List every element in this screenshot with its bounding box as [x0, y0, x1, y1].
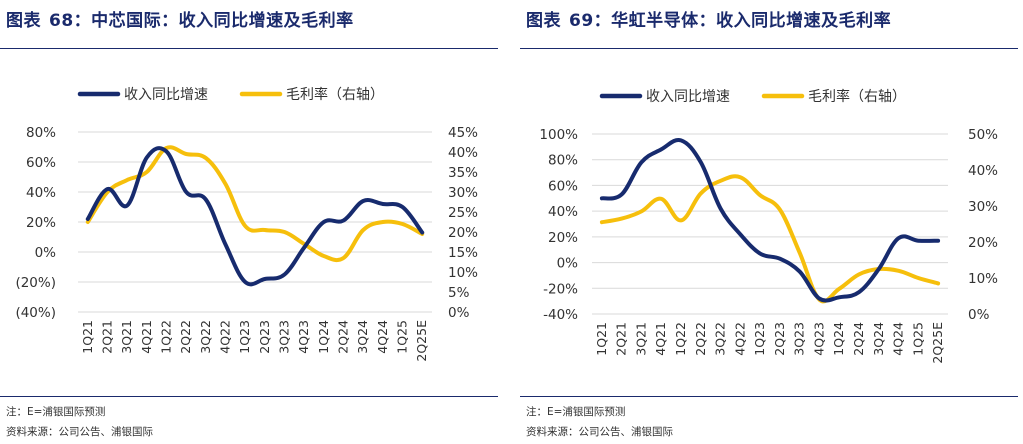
series-line-revenue-growth: [85, 146, 425, 287]
y-right-tick-label: 35%: [448, 165, 478, 181]
x-tick-label: 2Q25E: [930, 322, 945, 364]
y-left-tick-label: -20%: [543, 281, 578, 297]
right-chart-panel: 图表 69：华虹半导体：收入同比增速及毛利率 100% 80% 60% 40% 20% 0%…: [520, 0, 1020, 444]
right-source: 资料来源：公司公告、浦银国际: [526, 426, 673, 438]
y-left-tick-label: 60%: [548, 178, 578, 194]
x-tick-label: 2Q22: [178, 320, 193, 354]
right-title-prefix: 图表: [526, 11, 561, 31]
left-title-text: ：中芯国际：收入同比增速及毛利率: [73, 11, 354, 31]
x-tick-label: 1Q23: [752, 322, 767, 356]
left-chart-panel: 图表 68：中芯国际：收入同比增速及毛利率 80% 60% 40% 20% 0% (20%)…: [0, 0, 500, 444]
x-tick-label: 1Q23: [237, 320, 252, 354]
x-tick-label: 3Q23: [277, 320, 292, 354]
x-tick-label: 3Q23: [792, 322, 807, 356]
left-line-chart: 80% 60% 40% 20% 0% (20%) (40%) 45% 40% 35% 30% 25% 2…: [15, 86, 478, 362]
x-tick-label: 1Q21: [80, 320, 95, 354]
y-right-tick-label: 40%: [448, 145, 478, 161]
x-tick-label: 4Q22: [218, 320, 233, 354]
y-left-tick-label: 20%: [26, 215, 56, 231]
x-tick-label: 1Q25: [395, 320, 410, 354]
y-right-tick-label: 25%: [448, 205, 478, 221]
x-tick-label: 2Q24: [851, 322, 866, 356]
x-tick-label: 4Q24: [375, 320, 390, 354]
right-title-rule: [520, 48, 1018, 49]
right-title-number: 69: [569, 11, 594, 31]
left-footer-rule: [0, 396, 498, 397]
x-tick-label: 2Q21: [614, 322, 629, 356]
x-tick-label: 1Q21: [594, 322, 609, 356]
y-left-tick-label: 0%: [35, 245, 57, 261]
left-chart-title: 图表 68：中芯国际：收入同比增速及毛利率: [6, 6, 354, 31]
x-tick-label: 2Q23: [257, 320, 272, 354]
y-right-tick-label: 0%: [968, 307, 990, 323]
y-left-tick-label: 100%: [539, 127, 578, 143]
right-note: 注：E=浦银国际预测: [526, 406, 626, 418]
x-tick-label: 1Q24: [831, 322, 846, 356]
x-tick-label: 3Q21: [633, 322, 648, 356]
y-left-tick-label: 40%: [548, 204, 578, 220]
y-right-tick-label: 10%: [448, 265, 478, 281]
y-right-tick-label: 0%: [448, 305, 470, 321]
y-right-tick-label: 45%: [448, 125, 478, 141]
legend-label-margin: 毛利率（右轴）: [286, 86, 384, 103]
y-right-tick-label: 5%: [448, 285, 470, 301]
y-left-tick-label: 60%: [26, 155, 56, 171]
right-title-text: ：华虹半导体：收入同比增速及毛利率: [593, 11, 892, 31]
y-right-tick-label: 20%: [448, 225, 478, 241]
y-left-tick-label: 80%: [26, 125, 56, 141]
x-tick-label: 2Q23: [772, 322, 787, 356]
x-tick-label: 4Q24: [891, 322, 906, 356]
x-tick-label: 3Q22: [713, 322, 728, 356]
x-tick-label: 3Q22: [198, 320, 213, 354]
y-left-tick-label: (20%): [15, 275, 56, 291]
right-footer-rule: [520, 396, 1018, 397]
x-tick-label: 3Q21: [119, 320, 134, 354]
x-tick-label: 1Q22: [159, 320, 174, 354]
x-tick-label: 1Q24: [316, 320, 331, 354]
y-right-tick-label: 20%: [968, 235, 998, 251]
y-left-tick-label: 20%: [548, 230, 578, 246]
left-source: 资料来源：公司公告、浦银国际: [6, 426, 153, 438]
y-left-tick-label: 40%: [26, 185, 56, 201]
x-tick-label: 4Q21: [653, 322, 668, 356]
x-tick-label: 2Q22: [693, 322, 708, 356]
x-tick-label: 4Q21: [139, 320, 154, 354]
right-chart-title: 图表 69：华虹半导体：收入同比增速及毛利率: [526, 6, 891, 31]
x-tick-label: 2Q25E: [414, 320, 429, 362]
y-left-tick-label: 80%: [548, 153, 578, 169]
right-line-chart: 100% 80% 60% 40% 20% 0% -20% -40% 50% 40% 30% 20% 10…: [539, 88, 998, 364]
legend-label-revenue: 收入同比增速: [124, 87, 208, 103]
x-tick-label: 4Q23: [296, 320, 311, 354]
x-tick-label: 4Q22: [732, 322, 747, 356]
left-title-rule: [0, 48, 498, 49]
legend-label-margin: 毛利率（右轴）: [808, 88, 906, 105]
x-tick-label: 4Q23: [811, 322, 826, 356]
y-right-tick-label: 50%: [968, 127, 998, 143]
x-tick-label: 3Q24: [871, 322, 886, 356]
legend-label-revenue: 收入同比增速: [646, 89, 730, 105]
series-line-revenue-growth: [599, 137, 941, 303]
series-line-gross-margin: [599, 174, 941, 304]
series-line-gross-margin: [85, 145, 425, 263]
x-tick-label: 2Q24: [336, 320, 351, 354]
x-tick-label: 1Q25: [910, 322, 925, 356]
left-title-number: 68: [49, 11, 74, 31]
x-tick-label: 1Q22: [673, 322, 688, 356]
x-tick-label: 3Q24: [355, 320, 370, 354]
y-left-tick-label: (40%): [15, 305, 56, 321]
y-right-tick-label: 15%: [448, 245, 478, 261]
y-right-tick-label: 30%: [968, 199, 998, 215]
y-left-tick-label: -40%: [543, 307, 578, 323]
y-right-tick-label: 10%: [968, 271, 998, 287]
x-tick-label: 2Q21: [100, 320, 115, 354]
y-right-tick-label: 40%: [968, 163, 998, 179]
left-note: 注：E=浦银国际预测: [6, 406, 106, 418]
left-title-prefix: 图表: [6, 11, 41, 31]
y-left-tick-label: 0%: [557, 256, 579, 272]
y-right-tick-label: 30%: [448, 185, 478, 201]
